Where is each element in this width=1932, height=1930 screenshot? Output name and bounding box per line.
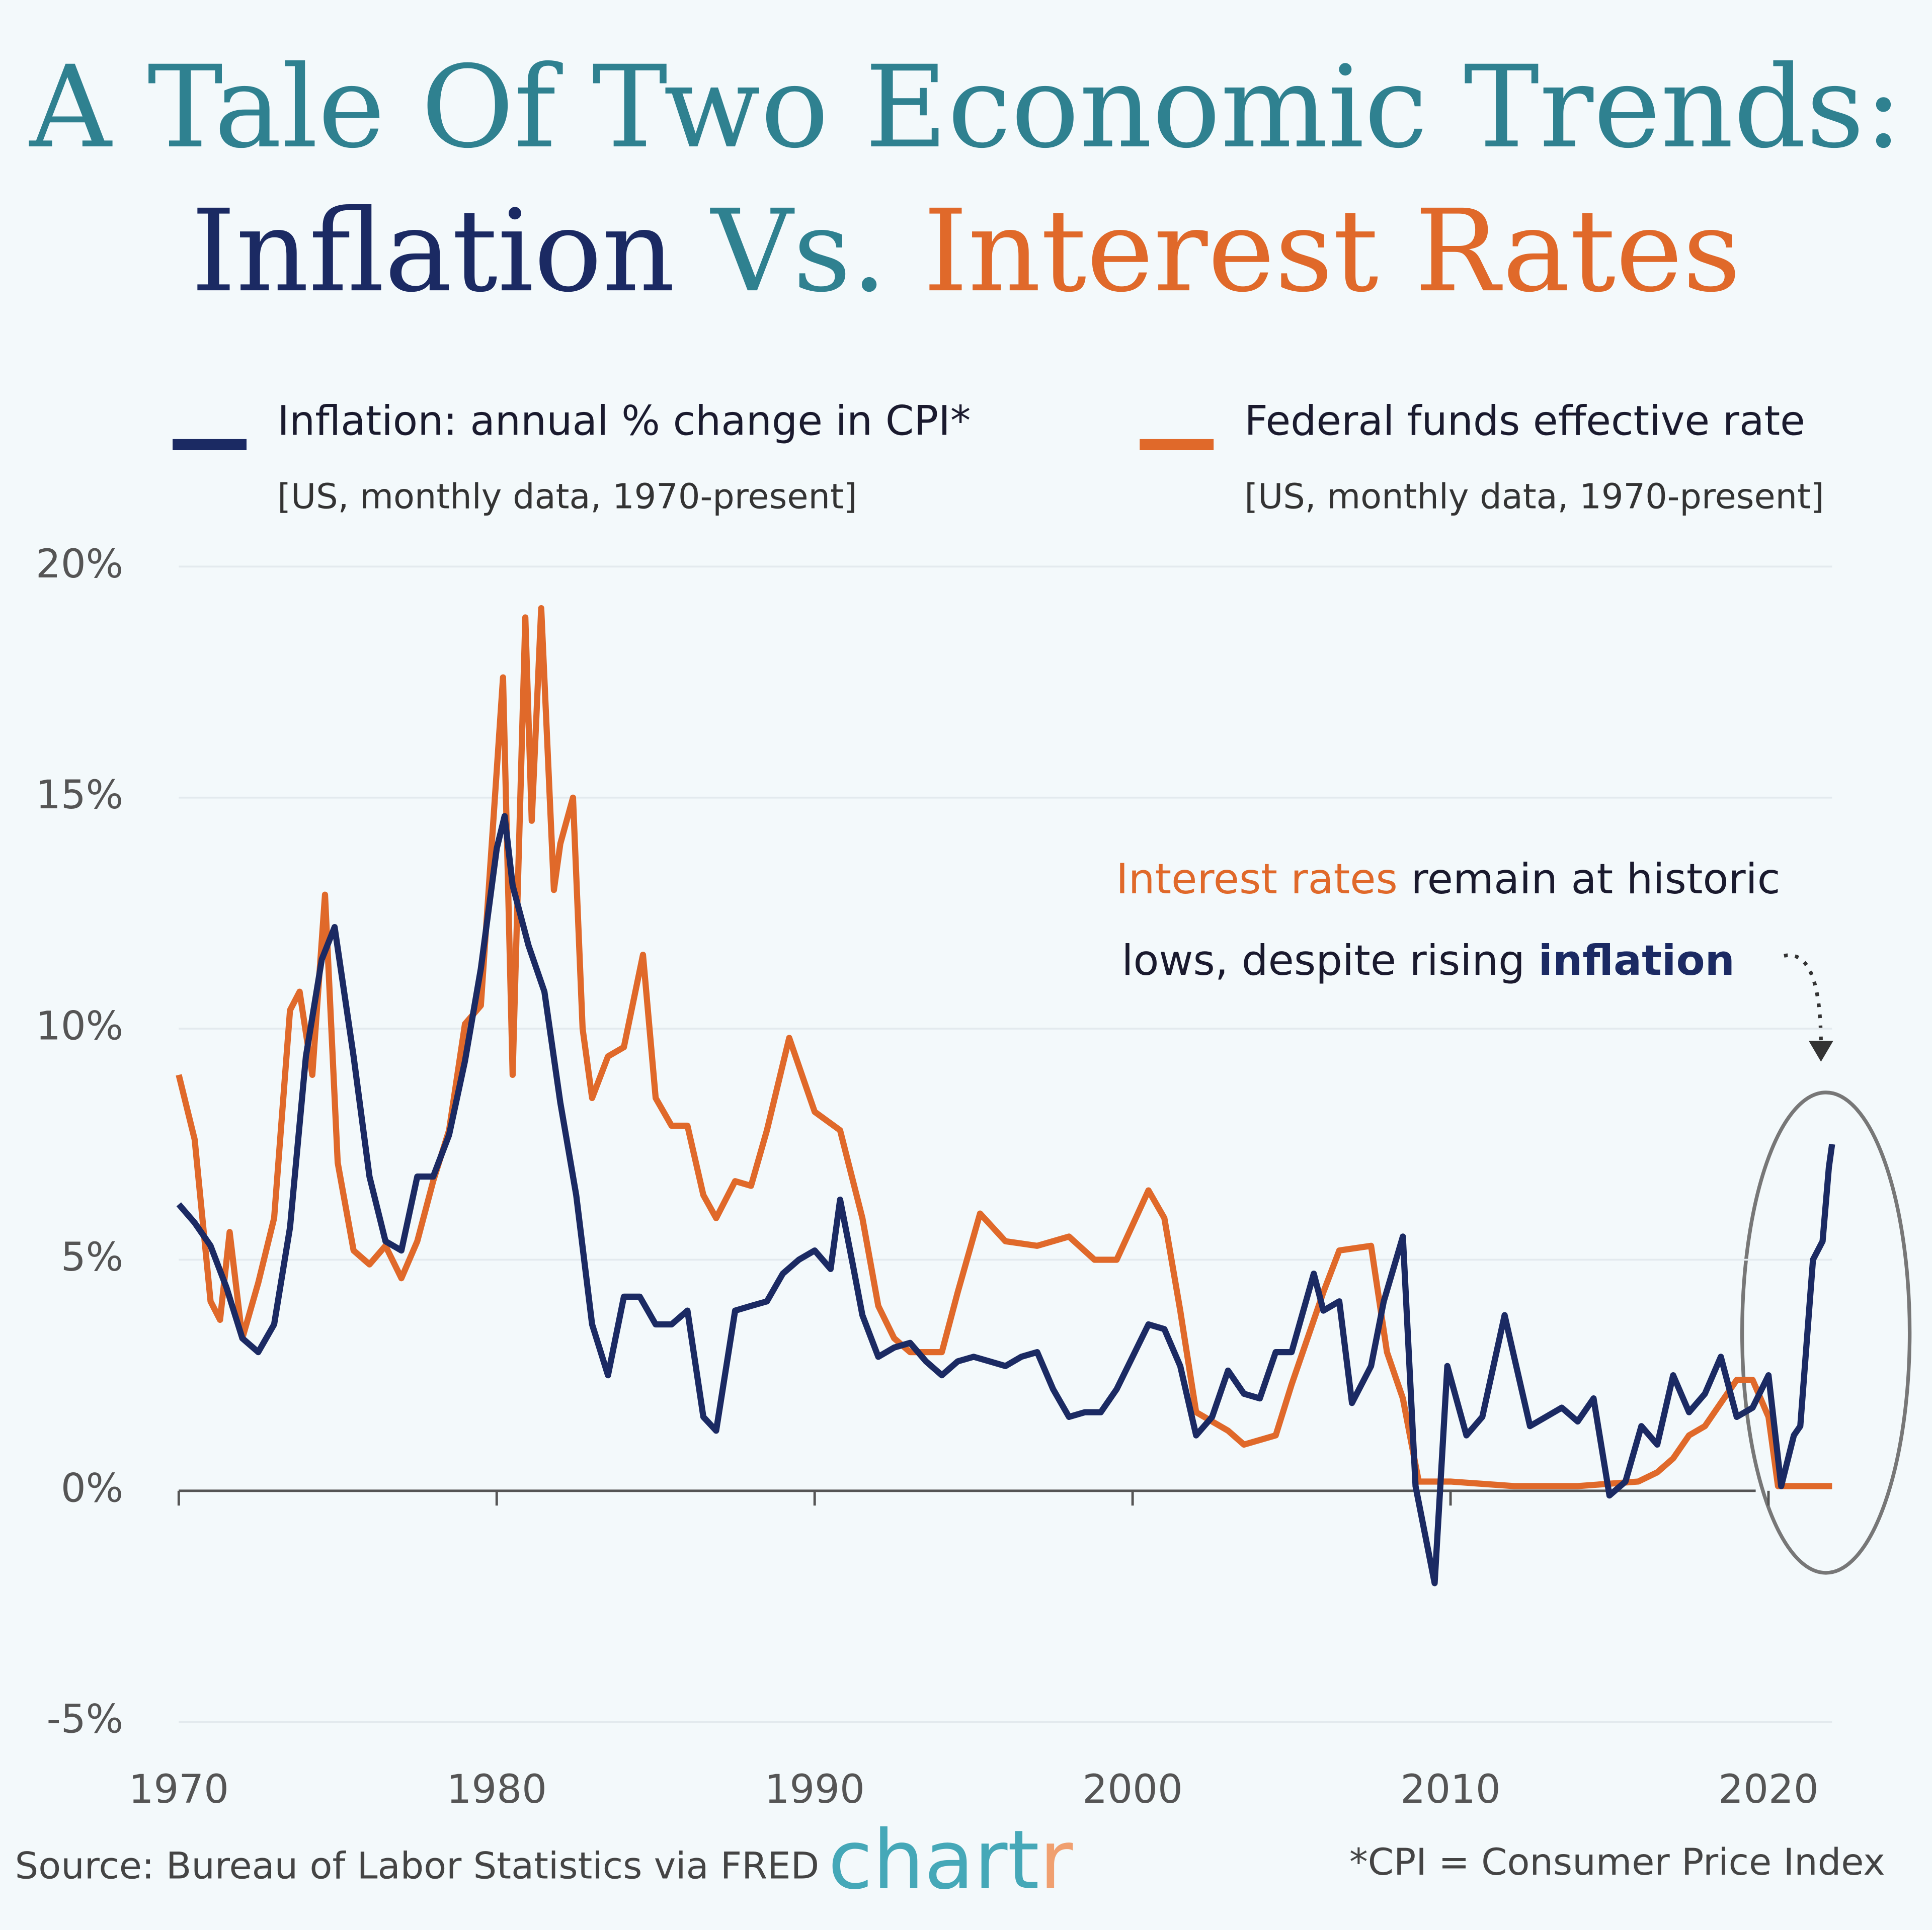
annotation-part: inflation — [1538, 936, 1734, 985]
annotation-part: lows, despite rising — [1121, 936, 1538, 985]
y-tick-label: 5% — [61, 1234, 123, 1280]
brand-accent: r — [1039, 1813, 1073, 1908]
source: Source: Bureau of Labor Statistics via F… — [15, 1845, 819, 1888]
chart-subtitle: Inflation Vs. Interest Rates — [191, 186, 1741, 317]
legend-note: [US, monthly data, 1970-present] — [277, 477, 857, 517]
y-tick-label: 15% — [36, 772, 123, 818]
x-tick-label: 1990 — [765, 1767, 865, 1812]
annotation-part: remain at historic — [1398, 855, 1781, 903]
y-tick-label: -5% — [47, 1697, 124, 1742]
footnote: *CPI = Consumer Price Index — [1349, 1841, 1885, 1884]
annotation-part: Interest rates — [1116, 855, 1398, 903]
y-tick-label: 0% — [61, 1465, 123, 1511]
subtitle-part: Inflation — [191, 186, 675, 317]
annotation-arrowhead — [1808, 1041, 1833, 1062]
highlight-ellipse — [1740, 1090, 1912, 1575]
y-tick-label: 10% — [36, 1003, 123, 1049]
subtitle-part: Interest Rates — [923, 186, 1741, 317]
legend-label: Federal funds effective rate — [1244, 397, 1805, 445]
x-tick-label: 2020 — [1718, 1767, 1818, 1812]
series-line — [176, 813, 1835, 1586]
brand: chartr — [828, 1813, 1073, 1908]
x-tick-label: 1980 — [447, 1767, 547, 1812]
subtitle-part: Vs. — [709, 186, 887, 317]
annotation: lows, despite rising inflation — [1121, 936, 1735, 985]
y-tick-label: 20% — [36, 541, 123, 587]
x-tick-label: 2010 — [1400, 1767, 1500, 1812]
legend-label: Inflation: annual % change in CPI* — [277, 397, 971, 445]
legend-note: [US, monthly data, 1970-present] — [1244, 477, 1824, 517]
x-tick-label: 1970 — [129, 1767, 229, 1812]
x-tick-label: 2000 — [1082, 1767, 1182, 1812]
annotation: Interest rates remain at historic — [1116, 855, 1780, 903]
chart-title: A Tale Of Two Economic Trends: — [29, 42, 1903, 174]
brand-main: chart — [828, 1813, 1039, 1908]
